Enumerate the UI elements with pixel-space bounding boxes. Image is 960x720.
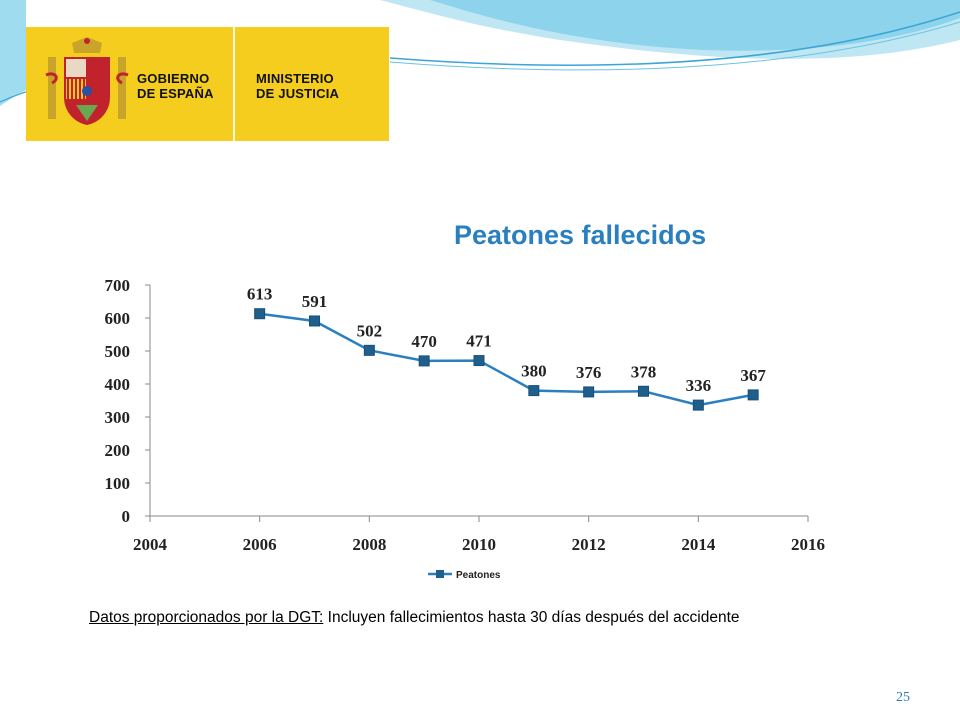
data-label: 613	[247, 285, 273, 304]
chart-series	[254, 308, 759, 411]
series-line	[259, 312, 754, 407]
data-point	[363, 344, 375, 356]
logo-line1a: GOBIERNO	[137, 71, 210, 86]
data-label: 591	[302, 292, 328, 311]
data-label: 336	[686, 376, 712, 395]
legend-marker	[436, 570, 444, 578]
data-point	[254, 308, 266, 320]
x-tick-label: 2004	[133, 535, 168, 554]
data-point	[583, 386, 595, 398]
logo-line2b: DE JUSTICIA	[256, 86, 340, 101]
y-tick-label: 100	[105, 474, 131, 493]
data-point	[528, 385, 540, 397]
data-label: 502	[357, 321, 383, 340]
wave-line-2	[389, 21, 960, 71]
data-label: 378	[631, 362, 657, 381]
x-tick-label: 2016	[791, 535, 825, 554]
x-tick-label: 2010	[462, 535, 496, 554]
chart-title: Peatones fallecidos	[454, 220, 707, 250]
y-tick-label: 400	[105, 375, 131, 394]
data-point	[473, 355, 485, 367]
logo-divider	[233, 27, 235, 141]
x-tick-label: 2006	[243, 535, 277, 554]
government-logo: GOBIERNO DE ESPAÑA MINISTERIO DE JUSTICI…	[26, 27, 389, 141]
footnote-text: Incluyen fallecimientos hasta 30 días de…	[323, 609, 740, 626]
data-point	[418, 355, 430, 367]
legend-label: Peatones	[456, 570, 501, 581]
data-point	[638, 385, 649, 397]
logo-line2a: MINISTERIO	[256, 71, 334, 86]
logo-line1b: DE ESPAÑA	[137, 86, 214, 101]
logo-gobierno-text: GOBIERNO DE ESPAÑA	[137, 71, 214, 101]
chart-axes: 0 100 200 300 400 500 600 700 2004 2006 2008 2010 20…	[105, 276, 826, 554]
data-label: 380	[521, 362, 547, 381]
data-label: 367	[740, 366, 766, 385]
data-point	[309, 315, 320, 327]
data-point	[692, 399, 704, 411]
y-tick-label: 600	[105, 309, 131, 328]
slide-number: 25	[896, 690, 910, 705]
wave-line-1	[389, 11, 960, 67]
chart-data-labels: 613 591 502 470 471 380 376 378 336 367	[247, 285, 767, 395]
y-tick-label: 200	[105, 441, 131, 460]
coat-of-arms-icon	[45, 37, 129, 125]
y-tick-label: 300	[105, 408, 131, 427]
y-tick-label: 700	[105, 276, 131, 295]
x-tick-label: 2008	[352, 535, 386, 554]
x-tick-label: 2014	[681, 535, 716, 554]
y-tick-label: 0	[122, 507, 131, 526]
wave-left-line	[0, 91, 27, 103]
footnote-source: Datos proporcionados por la DGT:	[89, 609, 324, 626]
footnote: Datos proporcionados por la DGT: Incluye…	[89, 609, 740, 627]
data-label: 470	[411, 332, 437, 351]
data-label: 471	[466, 332, 492, 351]
chart-legend: Peatones	[428, 570, 501, 581]
y-tick-label: 500	[105, 342, 131, 361]
data-point	[747, 389, 759, 401]
wave-mid	[430, 0, 960, 51]
x-tick-label: 2012	[572, 535, 606, 554]
data-label: 376	[576, 363, 602, 382]
wave-left	[0, 0, 26, 106]
logo-ministerio-text: MINISTERIO DE JUSTICIA	[256, 71, 339, 101]
